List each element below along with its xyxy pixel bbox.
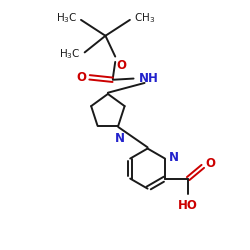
Text: O: O xyxy=(76,71,86,84)
Text: O: O xyxy=(116,58,126,71)
Text: N: N xyxy=(114,132,124,145)
Text: HO: HO xyxy=(178,199,198,212)
Text: H$_3$C: H$_3$C xyxy=(60,47,81,61)
Text: O: O xyxy=(205,157,215,170)
Text: H$_3$C: H$_3$C xyxy=(56,11,77,25)
Text: CH$_3$: CH$_3$ xyxy=(134,11,155,25)
Text: N: N xyxy=(168,151,178,164)
Text: NH: NH xyxy=(138,72,158,85)
